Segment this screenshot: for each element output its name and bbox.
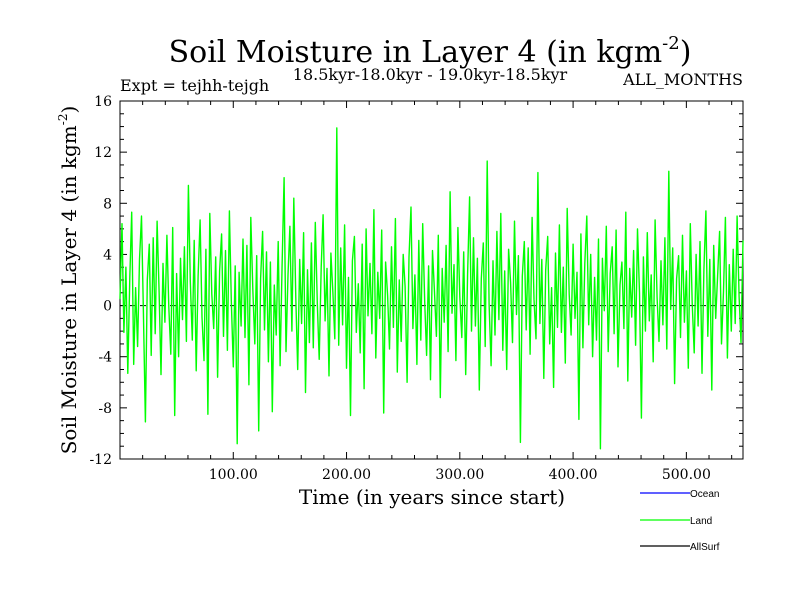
plot-series [119,127,744,450]
y-tick-label: 0 [103,299,112,315]
y-tick-label: 4 [103,247,112,263]
y-tick-label: -8 [98,401,112,417]
x-tick-label: 300.00 [435,467,484,483]
x-axis: 100.00 200.00 300.00 400.00 500.00 [142,101,733,483]
y-tick-label: 12 [94,145,112,161]
y-axis-label: Soil Moisture in Layer 4 (in kgm-2) [56,106,81,455]
x-tick-label: 500.00 [662,467,711,483]
x-tick-label: 100.00 [209,467,258,483]
y-tick-label: -4 [98,350,112,366]
series-line-land [119,127,744,450]
period-label: 18.5kyr-18.0kyr - 19.0kyr-18.5kyr [293,65,568,84]
legend-label-land: Land [690,516,712,527]
months-label: ALL_MONTHS [622,70,743,89]
y-axis: -12 -8 -4 0 4 8 12 16 [89,94,743,468]
legend-label-ocean: Ocean [690,489,719,500]
legend: Ocean Land AllSurf [640,489,720,553]
y-tick-label: 16 [94,94,112,110]
legend-label-allsurf: AllSurf [690,542,720,553]
x-axis-label: Time (in years since start) [299,485,565,509]
y-tick-label: 8 [103,196,112,212]
experiment-label: Expt = tejhh-tejgh [120,76,269,95]
chart-title: Soil Moisture in Layer 4 (in kgm-2) [169,33,692,70]
x-tick-label: 400.00 [549,467,598,483]
x-tick-label: 200.00 [322,467,371,483]
y-tick-label: -12 [89,452,112,468]
